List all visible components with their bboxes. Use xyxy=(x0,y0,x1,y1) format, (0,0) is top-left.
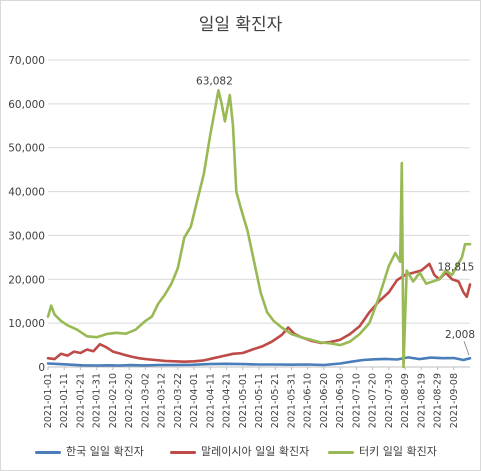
data-label: 63,082 xyxy=(196,75,233,87)
series-line-1 xyxy=(46,356,472,367)
legend-item: 말레이시아 일일 확진자 xyxy=(170,443,309,459)
x-tick-label: 2021-03-22 xyxy=(173,373,184,428)
x-tick-label: 2021-07-20 xyxy=(368,373,379,428)
legend-item: 터키 일일 확진자 xyxy=(328,443,437,459)
legend-label: 한국 일일 확진자 xyxy=(66,445,144,458)
legend-label: 말레이시아 일일 확진자 xyxy=(201,445,310,458)
chart-canvas: 0 10,000 20,000 30,000 40,000 50,000 60,000 70,… xyxy=(8,55,475,428)
y-tick-label: 0 xyxy=(38,362,45,374)
x-tick-label: 2021-01-01 xyxy=(43,373,54,428)
legend-swatch xyxy=(328,450,354,454)
y-tick-label: 40,000 xyxy=(8,187,45,199)
x-tick-label: 2021-02-20 xyxy=(124,373,135,428)
y-tick-label: 30,000 xyxy=(8,230,45,242)
data-label: 18,815 xyxy=(438,261,475,273)
data-label: 2,008 xyxy=(445,329,475,341)
y-tick-label: 70,000 xyxy=(8,55,45,67)
series-line-3 xyxy=(46,89,472,369)
x-tick-label: 2021-05-21 xyxy=(270,373,281,428)
x-tick-label: 2021-07-30 xyxy=(384,373,395,428)
x-tick-label: 2021-04-11 xyxy=(205,373,216,428)
x-axis: 2021-01-01 2021-01-11 2021-01-21 2021-01-31… xyxy=(43,367,460,428)
series-lines xyxy=(46,89,472,369)
x-tick-label: 2021-06-20 xyxy=(319,373,330,428)
x-tick-label: 2021-09-08 xyxy=(449,373,460,428)
x-tick-label: 2021-01-21 xyxy=(75,373,86,428)
x-tick-label: 2021-05-11 xyxy=(254,373,265,428)
x-tick-label: 2021-06-30 xyxy=(335,373,346,428)
series-line-2 xyxy=(46,262,472,363)
x-tick-label: 2021-08-29 xyxy=(433,373,444,428)
y-tick-label: 60,000 xyxy=(8,99,45,111)
x-tick-label: 2021-01-11 xyxy=(59,373,70,428)
x-tick-label: 2021-08-09 xyxy=(400,373,411,428)
x-tick-label: 2021-06-10 xyxy=(303,373,314,428)
y-axis: 0 10,000 20,000 30,000 40,000 50,000 60,000 70,… xyxy=(8,55,45,374)
legend: 한국 일일 확진자 말레이시아 일일 확진자 터키 일일 확진자 xyxy=(0,443,481,461)
y-tick-label: 20,000 xyxy=(8,274,45,286)
x-tick-label: 2021-01-31 xyxy=(92,373,103,428)
y-tick-label: 50,000 xyxy=(8,143,45,155)
legend-label: 터키 일일 확진자 xyxy=(359,445,437,458)
x-tick-label: 2021-02-10 xyxy=(108,373,119,428)
x-tick-label: 2021-07-10 xyxy=(351,373,362,428)
x-tick-label: 2021-08-19 xyxy=(416,373,427,428)
annotation-leader xyxy=(463,341,470,356)
legend-swatch xyxy=(170,450,196,454)
x-tick-label: 2021-04-01 xyxy=(189,373,200,428)
legend-item: 한국 일일 확진자 xyxy=(35,443,144,459)
x-tick-label: 2021-03-02 xyxy=(140,373,151,428)
chart-title: 일일 확진자 xyxy=(198,15,283,35)
legend-swatch xyxy=(35,450,61,454)
x-tick-label: 2021-05-31 xyxy=(286,373,297,428)
gridlines xyxy=(48,59,470,368)
x-tick-label: 2021-05-01 xyxy=(238,373,249,428)
x-tick-label: 2021-04-21 xyxy=(222,373,233,428)
annotations: 63,082 18,815 2,008 xyxy=(196,75,475,356)
x-tick-label: 2021-03-12 xyxy=(157,373,168,428)
y-tick-label: 10,000 xyxy=(8,318,45,330)
